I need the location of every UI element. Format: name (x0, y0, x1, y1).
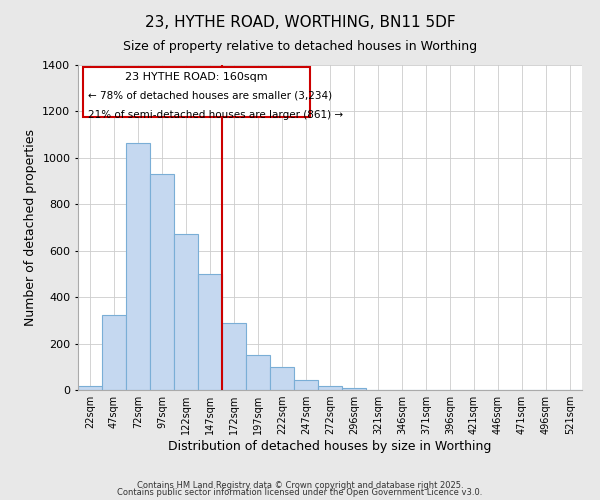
Bar (318, 386, 342, 390)
Bar (78, 386, 102, 390)
Bar (270, 367, 294, 390)
FancyBboxPatch shape (83, 66, 310, 117)
Text: Contains public sector information licensed under the Open Government Licence v3: Contains public sector information licen… (118, 488, 482, 497)
Bar (246, 355, 270, 390)
Bar (198, 274, 222, 390)
Text: 21% of semi-detached houses are larger (861) →: 21% of semi-detached houses are larger (… (88, 110, 343, 120)
Y-axis label: Number of detached properties: Number of detached properties (23, 129, 37, 326)
Bar (102, 314, 126, 390)
Text: ← 78% of detached houses are smaller (3,234): ← 78% of detached houses are smaller (3,… (88, 91, 332, 101)
Bar (174, 234, 198, 390)
Text: 23, HYTHE ROAD, WORTHING, BN11 5DF: 23, HYTHE ROAD, WORTHING, BN11 5DF (145, 15, 455, 30)
Bar (294, 380, 318, 390)
Bar (222, 322, 246, 390)
Bar (342, 388, 366, 390)
Bar (150, 174, 174, 390)
Text: 23 HYTHE ROAD: 160sqm: 23 HYTHE ROAD: 160sqm (125, 72, 268, 82)
X-axis label: Distribution of detached houses by size in Worthing: Distribution of detached houses by size … (169, 440, 491, 453)
Text: Contains HM Land Registry data © Crown copyright and database right 2025.: Contains HM Land Registry data © Crown c… (137, 480, 463, 490)
Text: Size of property relative to detached houses in Worthing: Size of property relative to detached ho… (123, 40, 477, 53)
Bar (126, 143, 150, 390)
